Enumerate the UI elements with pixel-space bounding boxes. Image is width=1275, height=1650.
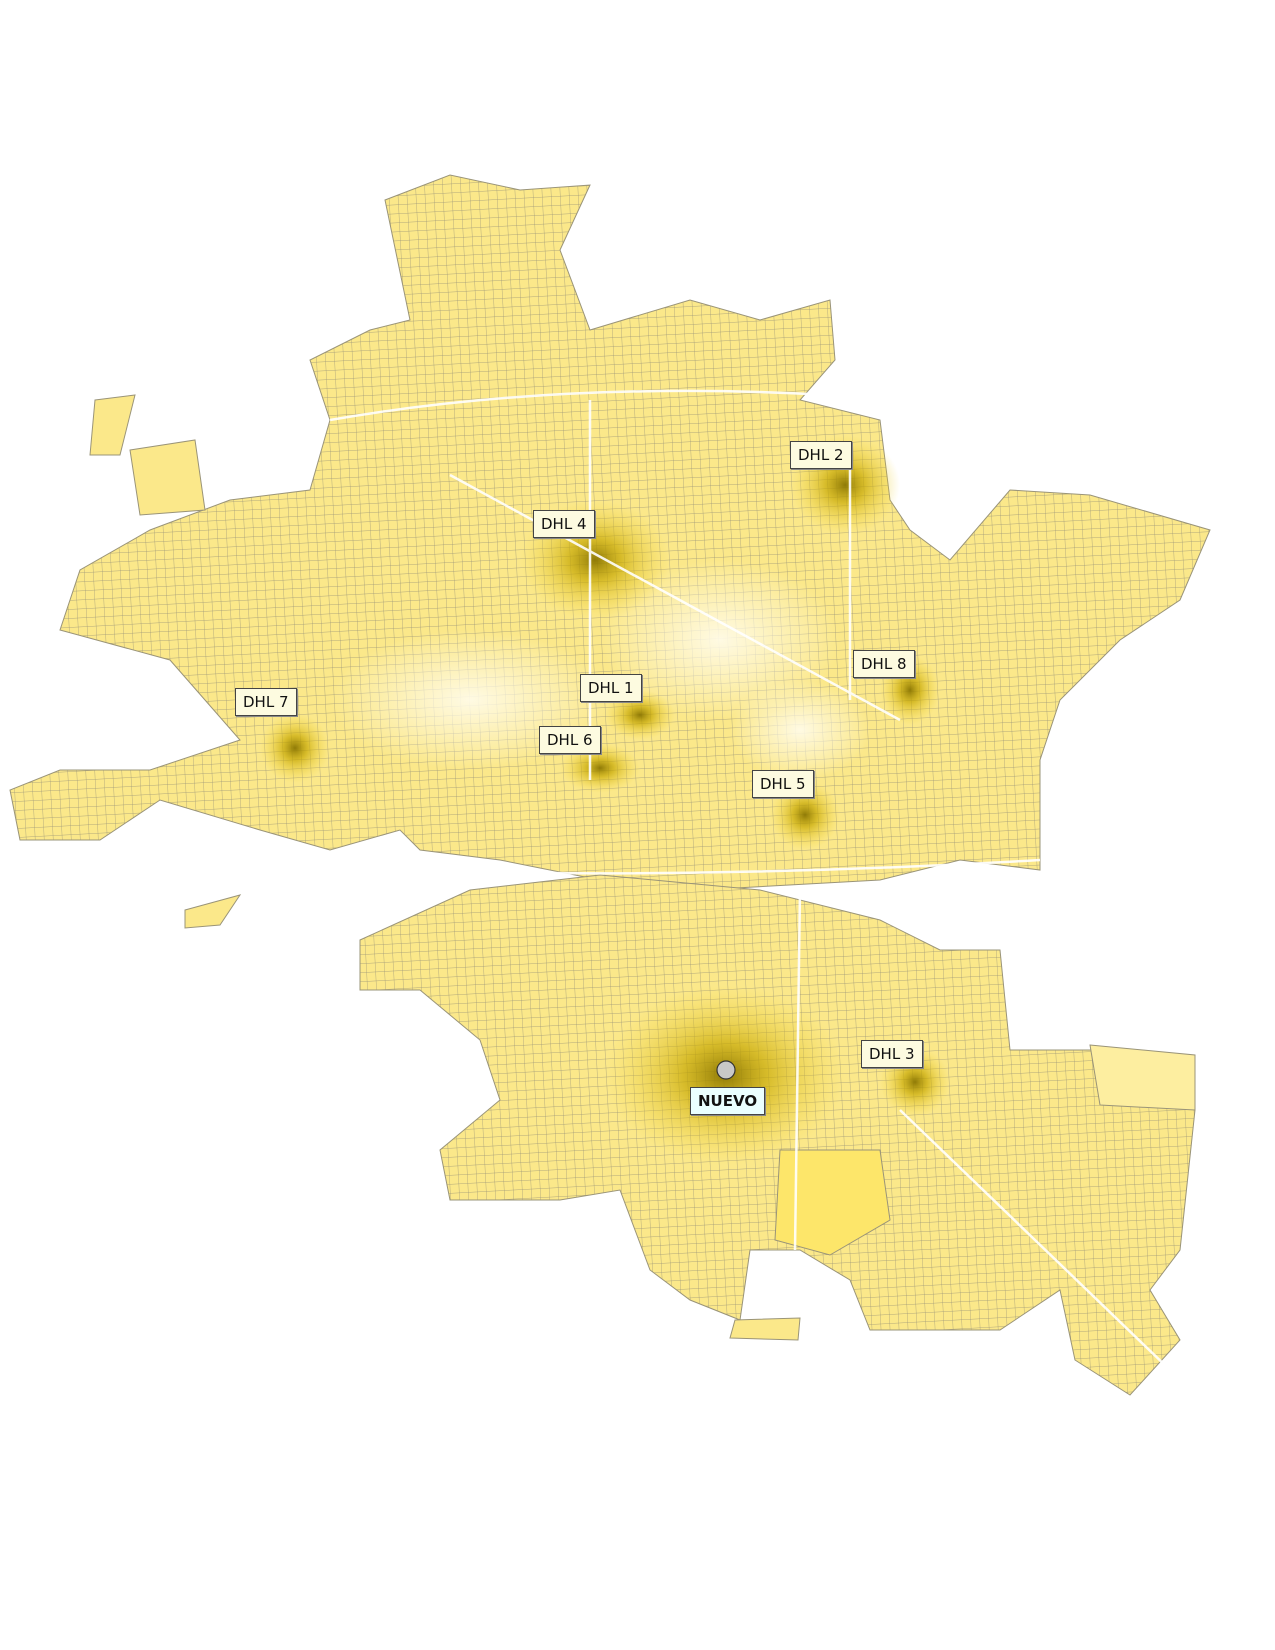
label-dhl3[interactable]: DHL 3 <box>861 1040 923 1068</box>
hotspot-dhl1 <box>605 690 675 740</box>
label-nuevo[interactable]: NUEVO <box>690 1087 766 1115</box>
hotspot-dhl7 <box>260 713 330 783</box>
label-dhl4[interactable]: DHL 4 <box>533 510 595 538</box>
label-dhl6[interactable]: DHL 6 <box>539 726 601 754</box>
main-roads <box>329 389 1171 1371</box>
label-dhl5[interactable]: DHL 5 <box>752 770 814 798</box>
circle-marker-icon[interactable] <box>716 1060 736 1080</box>
label-dhl1[interactable]: DHL 1 <box>580 674 642 702</box>
label-dhl7[interactable]: DHL 7 <box>235 688 297 716</box>
label-dhl2[interactable]: DHL 2 <box>790 441 852 469</box>
label-dhl8[interactable]: DHL 8 <box>853 650 915 678</box>
density-shading <box>260 435 950 1165</box>
hotspot-dhl6 <box>560 743 640 793</box>
